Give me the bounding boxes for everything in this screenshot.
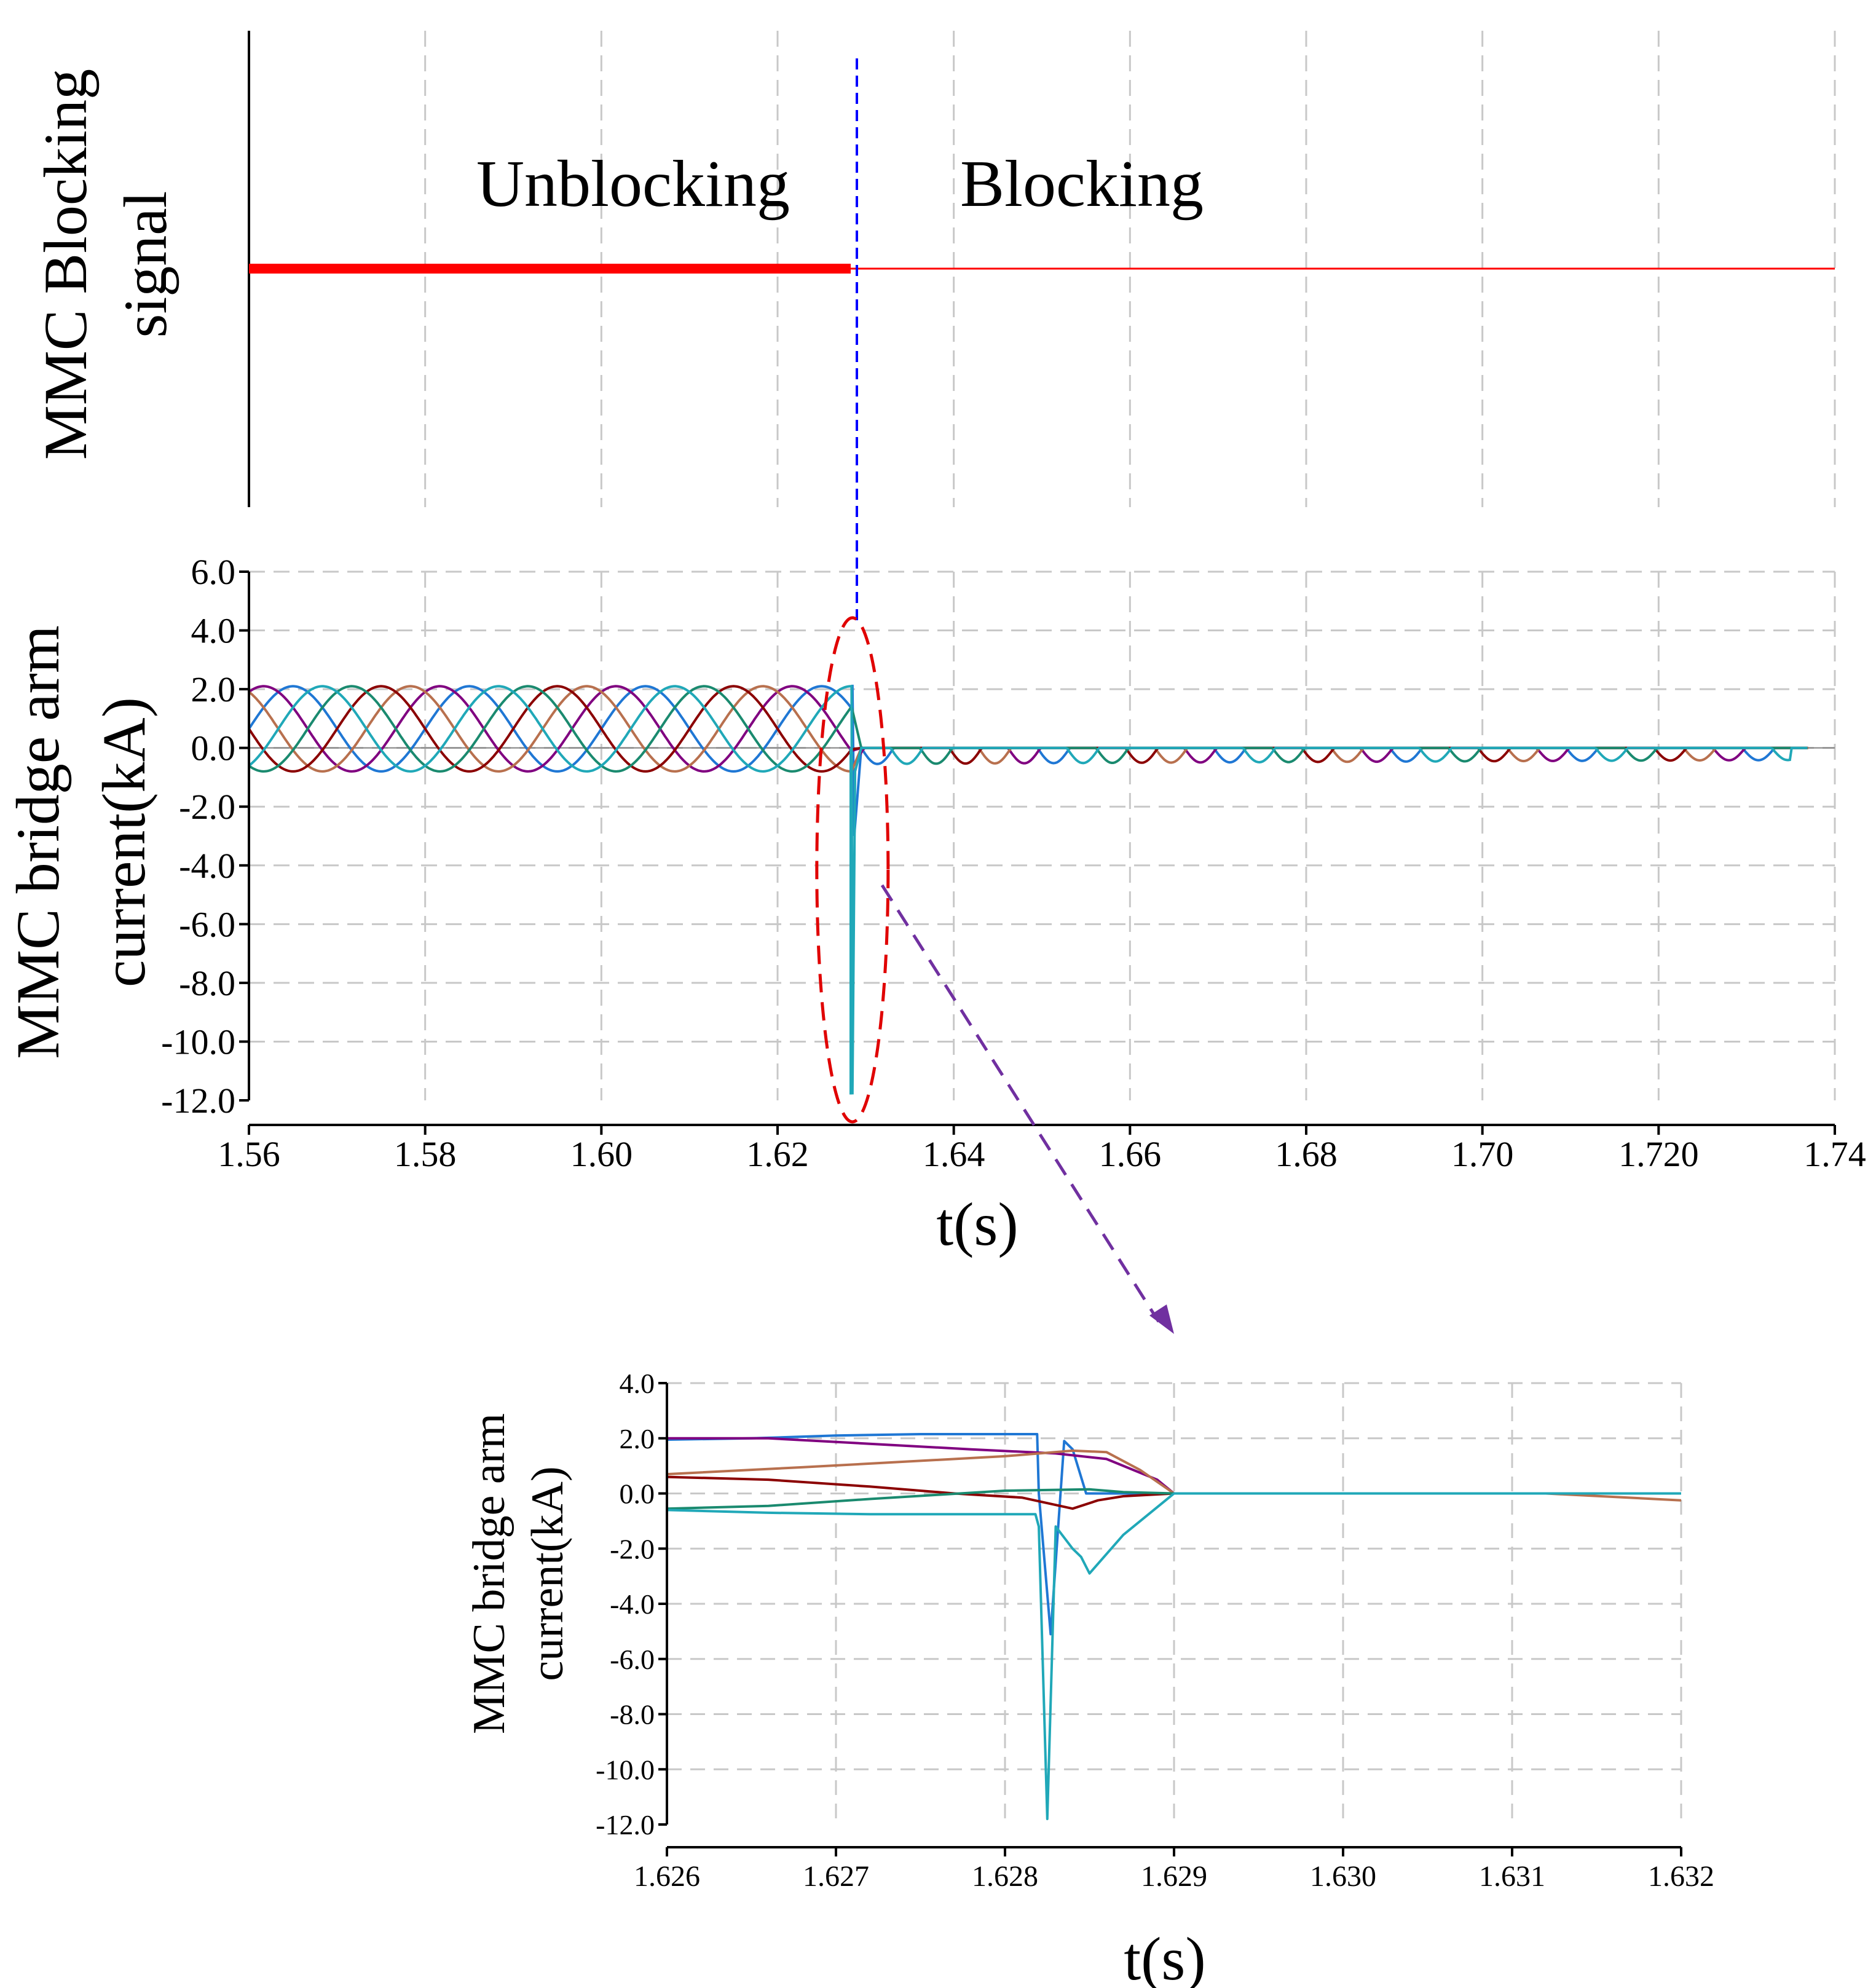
arm-current-ticks: 6.0 4.0 2.0 0.0 -2.0 -4.0 -6.0 -8.0 -10.0 -12.0 1.… — [161, 552, 1866, 1174]
arm-current-ylabel: MMC bridge arm current(kA) — [4, 625, 158, 1059]
blocking-signal-panel: Unblocking Blocking MMC Blocking signal — [31, 31, 1836, 621]
arm-current-x-tick-label: 1.70 — [1451, 1134, 1514, 1174]
arm-current-panel: 6.0 4.0 2.0 0.0 -2.0 -4.0 -6.0 -8.0 -10.0 -12.0 1.… — [4, 552, 1866, 1258]
arm-current-zoom-axes — [666, 1383, 1681, 1848]
arm-current-ylabel-line2: current(kA) — [90, 697, 158, 987]
arm-current-zoom-ylabel-line1: MMC bridge arm — [464, 1413, 514, 1734]
blocking-label: Blocking — [960, 148, 1204, 221]
arm-current-ylabel-line1: MMC bridge arm — [4, 625, 72, 1059]
arm-current-y-tick-label: -2.0 — [179, 787, 235, 827]
arm-current-grid — [249, 570, 1836, 1100]
arm-current-x-tick-label: 1.66 — [1099, 1134, 1162, 1174]
arm-current-zoom-ylabel: MMC bridge arm current(kA) — [464, 1413, 573, 1734]
arm-current-x-tick-label: 1.64 — [923, 1134, 985, 1174]
zoom-y-tick-label: -10.0 — [596, 1754, 655, 1785]
arm-current-x-tick-label: 1.68 — [1275, 1134, 1338, 1174]
zoom-y-tick-label: 2.0 — [620, 1423, 655, 1454]
arm-current-zoom-ylabel-line2: current(kA) — [522, 1466, 573, 1681]
arm-current-y-tick-label: 4.0 — [191, 611, 236, 651]
zoom-y-tick-label: -8.0 — [610, 1699, 655, 1730]
zoom-y-tick-label: 0.0 — [620, 1478, 655, 1510]
zoom-arm-6-line — [666, 1492, 1681, 1820]
zoom-x-tick-label: 1.628 — [972, 1860, 1038, 1893]
arm-current-x-tick-label: 1.720 — [1618, 1134, 1699, 1174]
zoom-x-tick-label: 1.630 — [1310, 1860, 1376, 1893]
zoom-x-tick-label: 1.632 — [1648, 1860, 1714, 1893]
arm-current-zoom-ticks: 4.0 2.0 0.0 -2.0 -4.0 -6.0 -8.0 -10.0 -12.0 1.626… — [596, 1368, 1714, 1893]
zoom-x-tick-label: 1.626 — [634, 1860, 700, 1893]
blocking-signal-ylabel: MMC Blocking signal — [31, 69, 179, 460]
arm-current-y-tick-label: -4.0 — [179, 846, 235, 886]
arm-current-arm-2-line — [248, 685, 1808, 773]
arm-current-y-tick-label: -6.0 — [179, 904, 235, 944]
arm-current-y-tick-label: -8.0 — [179, 963, 235, 1003]
zoom-arm-4-line — [666, 1475, 1681, 1510]
zoom-y-tick-label: -2.0 — [610, 1533, 655, 1564]
zoom-arm-5-line — [666, 1488, 1681, 1510]
zoom-arm-1-line — [666, 1433, 1681, 1636]
zoom-indicators — [815, 616, 1174, 1334]
blocking-signal-marks — [249, 58, 1835, 621]
zoom-x-tick-label: 1.627 — [803, 1860, 869, 1893]
arm-current-y-tick-label: -12.0 — [161, 1081, 235, 1121]
arm-current-zoom-grid — [667, 1382, 1682, 1824]
zoom-y-tick-label: -6.0 — [610, 1644, 655, 1675]
zoom-arrow-head — [1149, 1304, 1174, 1334]
arm-current-arm-5-line — [248, 685, 1808, 773]
blocking-signal-ylabel-line2: signal — [111, 191, 179, 338]
arm-current-zoom-panel: 4.0 2.0 0.0 -2.0 -4.0 -6.0 -8.0 -10.0 -12.0 1.626… — [464, 1368, 1714, 1988]
arm-current-x-tick-label: 1.74 — [1803, 1134, 1866, 1174]
unblocking-label: Unblocking — [476, 148, 790, 221]
zoom-y-tick-label: -4.0 — [610, 1588, 655, 1620]
arm-current-x-tick-label: 1.58 — [394, 1134, 457, 1174]
zoom-arrow-line — [880, 884, 1161, 1323]
blocking-signal-ylabel-line1: MMC Blocking — [31, 69, 100, 460]
arm-current-y-tick-label: -10.0 — [161, 1022, 235, 1062]
arm-current-xlabel: t(s) — [936, 1190, 1018, 1258]
arm-current-arm-6-line — [248, 685, 1808, 1095]
zoom-x-tick-label: 1.631 — [1479, 1860, 1545, 1893]
zoom-y-tick-label: 4.0 — [620, 1368, 655, 1399]
arm-current-arm-1-line — [248, 684, 1808, 837]
arm-current-x-tick-label: 1.60 — [570, 1134, 633, 1174]
arm-current-y-tick-label: 6.0 — [191, 552, 236, 592]
arm-current-series — [248, 684, 1808, 1095]
arm-current-zoom-xlabel: t(s) — [1124, 1925, 1205, 1988]
zoom-region-ellipse — [815, 616, 890, 1124]
blocking-signal-grid — [424, 31, 1836, 507]
arm-current-axes — [248, 572, 1835, 1126]
arm-current-y-tick-label: 2.0 — [191, 669, 236, 709]
arm-current-y-tick-label: 0.0 — [191, 728, 236, 768]
arm-current-zoom-series — [666, 1433, 1682, 1820]
zoom-x-tick-label: 1.629 — [1141, 1860, 1207, 1893]
arm-current-x-tick-label: 1.56 — [218, 1134, 280, 1174]
zoom-y-tick-label: -12.0 — [596, 1809, 655, 1840]
arm-current-x-tick-label: 1.62 — [746, 1134, 809, 1174]
